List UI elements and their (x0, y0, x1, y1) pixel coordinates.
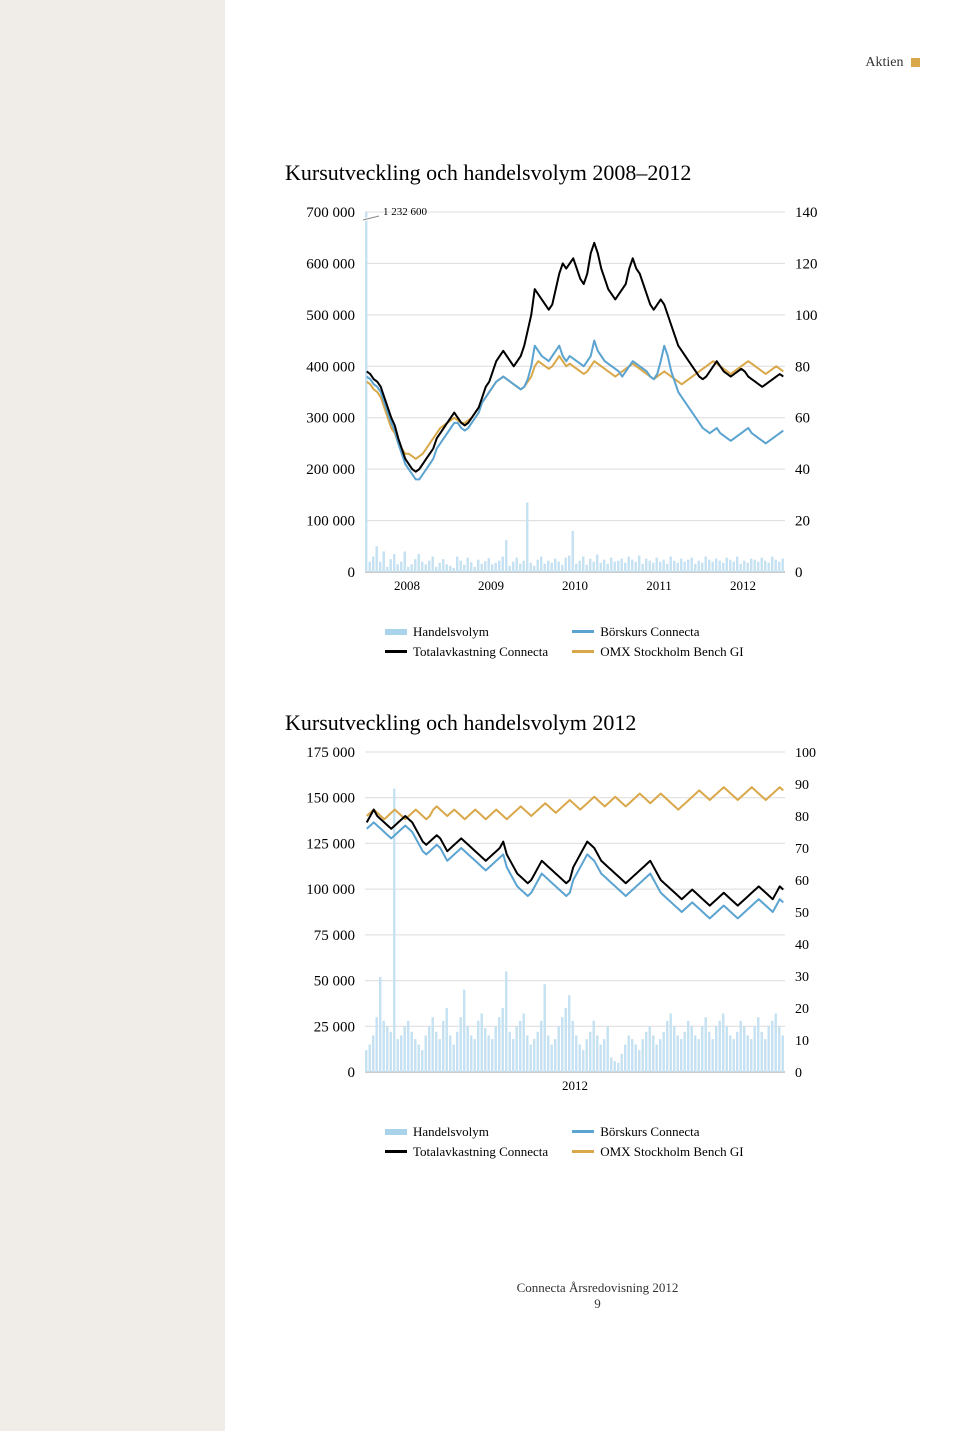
svg-text:20: 20 (795, 1002, 809, 1017)
svg-text:1 232 600: 1 232 600 (383, 206, 428, 218)
svg-text:0: 0 (348, 565, 356, 581)
svg-text:100: 100 (795, 746, 816, 761)
legend-handelsvolym-2: Handelsvolym (413, 1124, 489, 1140)
svg-text:150 000: 150 000 (306, 791, 355, 807)
chart1: 0 100 000 200 000 300 000 400 000 500 000 600 … (285, 192, 845, 612)
svg-text:2011: 2011 (646, 578, 672, 593)
svg-text:10: 10 (795, 1034, 809, 1049)
svg-text:80: 80 (795, 359, 810, 375)
svg-text:100: 100 (795, 308, 818, 324)
svg-text:50 000: 50 000 (314, 974, 355, 990)
page-footer: Connecta Årsredovisning 2012 9 (285, 1280, 910, 1312)
legend-omx-2: OMX Stockholm Bench GI (600, 1144, 743, 1160)
sidebar (0, 0, 225, 1431)
legend-borskurs-2: Börskurs Connecta (600, 1124, 699, 1140)
svg-text:20: 20 (795, 514, 810, 530)
svg-text:500 000: 500 000 (306, 308, 355, 324)
svg-text:25 000: 25 000 (314, 1019, 355, 1035)
svg-text:600 000: 600 000 (306, 256, 355, 272)
svg-text:2012: 2012 (562, 1078, 588, 1093)
chart2-title: Kursutveckling och handelsvolym 2012 (285, 710, 910, 736)
svg-text:80: 80 (795, 810, 809, 825)
svg-text:2008: 2008 (394, 578, 420, 593)
svg-text:90: 90 (795, 778, 809, 793)
svg-text:2010: 2010 (562, 578, 588, 593)
footer-page-number: 9 (594, 1296, 601, 1311)
legend-handelsvolym: Handelsvolym (413, 624, 489, 640)
svg-text:100 000: 100 000 (306, 882, 355, 898)
footer-line1: Connecta Årsredovisning 2012 (517, 1280, 679, 1295)
svg-text:60: 60 (795, 874, 809, 889)
legend-totalavkastning: Totalavkastning Connecta (413, 644, 548, 660)
svg-text:40: 40 (795, 462, 810, 478)
svg-text:70: 70 (795, 842, 809, 857)
legend-totalavkastning-2: Totalavkastning Connecta (413, 1144, 548, 1160)
svg-text:2012: 2012 (730, 578, 756, 593)
legend-borskurs: Börskurs Connecta (600, 624, 699, 640)
page-header-text: Aktien (865, 55, 903, 70)
chart2-legend: Handelsvolym Totalavkastning Connecta Bö… (385, 1124, 910, 1160)
svg-text:200 000: 200 000 (306, 462, 355, 478)
svg-text:700 000: 700 000 (306, 205, 355, 221)
svg-text:2009: 2009 (478, 578, 504, 593)
page-header-marker (911, 58, 920, 67)
svg-text:175 000: 175 000 (306, 745, 355, 761)
chart1-title: Kursutveckling och handelsvolym 2008–201… (285, 160, 910, 186)
svg-text:75 000: 75 000 (314, 928, 355, 944)
chart1-legend: Handelsvolym Totalavkastning Connecta Bö… (385, 624, 910, 660)
legend-omx: OMX Stockholm Bench GI (600, 644, 743, 660)
svg-text:125 000: 125 000 (306, 836, 355, 852)
page-header: Aktien (865, 55, 920, 71)
svg-text:0: 0 (348, 1065, 356, 1081)
svg-text:140: 140 (795, 205, 818, 221)
svg-text:100 000: 100 000 (306, 514, 355, 530)
svg-text:0: 0 (795, 1066, 802, 1081)
svg-text:30: 30 (795, 970, 809, 985)
svg-text:0: 0 (795, 565, 803, 581)
svg-text:60: 60 (795, 411, 810, 427)
svg-text:50: 50 (795, 906, 809, 921)
svg-text:300 000: 300 000 (306, 411, 355, 427)
svg-text:40: 40 (795, 938, 809, 953)
chart2: 0 25 000 50 000 75 000 100 000 125 000 150 000… (285, 742, 845, 1112)
svg-text:120: 120 (795, 256, 818, 272)
svg-text:400 000: 400 000 (306, 359, 355, 375)
